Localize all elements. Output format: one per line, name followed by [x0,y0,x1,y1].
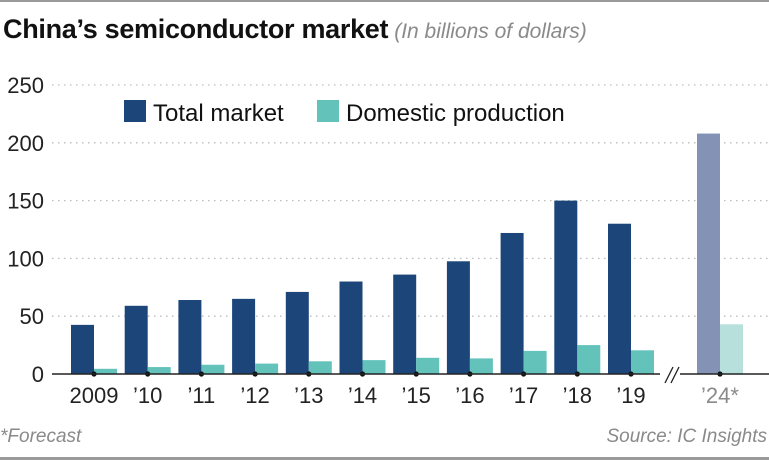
y-tick-label: 100 [7,246,44,271]
bar-total-market [608,223,631,374]
footnote: *Forecast [0,426,82,447]
chart-subtitle: (In billions of dollars) [394,20,587,43]
x-tick-label: ’11 [188,383,216,408]
bar-domestic-production [362,360,386,374]
bar-total-market [178,300,202,374]
x-tick-label: ’14 [348,383,377,408]
bar-total-market [446,261,470,374]
x-tick-label: ’16 [455,383,484,408]
y-tick-label: 250 [7,73,44,98]
y-tick-label: 0 [32,362,44,387]
x-tick-label: ’15 [402,383,431,408]
legend-label-total-market: Total market [153,100,284,127]
axis-break-mark [670,366,680,384]
y-tick-label: 150 [7,189,44,214]
bar-domestic-production [523,350,547,374]
x-tick-label: ’10 [133,383,162,408]
bar-total-market [285,291,309,374]
legend-label-domestic-production: Domestic production [346,100,565,127]
chart-title-text: China’s semiconductor market [3,14,389,44]
x-tick-label: ’17 [509,383,538,408]
bar-domestic-production [469,358,493,374]
bottom-rule [0,457,769,460]
y-tick-label: 50 [20,304,44,329]
legend-swatch-total-market [124,100,146,122]
x-tick-label: ’18 [563,383,592,408]
y-tick-label: 200 [7,131,44,156]
bar-domestic-production [720,324,743,374]
bar-domestic-production [147,367,171,374]
x-axis-labels: 2009 ’10 ’11 ’12 ’13 ’14 ’15 ’16 ’17 ’18 ’19 ’24* [70,383,740,408]
bar-domestic-production [94,368,117,374]
source-credit: Source: IC Insights [606,426,767,447]
legend: Total market Domestic production [124,100,565,127]
x-tick-label: 2009 [70,383,119,408]
bar-domestic-production [308,361,332,374]
bar-domestic-production [201,364,225,374]
chart-title: China’s semiconductor market (In billions… [3,14,587,45]
x-tick-label: ’12 [240,383,269,408]
x-tick-label: ’13 [294,383,323,408]
bar-domestic-production [631,350,654,374]
x-tick-label: ’19 [616,383,645,408]
top-rule [0,0,769,2]
bar-domestic-production [416,357,440,374]
bar-total-market [393,274,417,374]
bar-total-market [500,232,524,374]
bar-total-market [339,281,363,374]
bar-total-market [697,133,720,374]
bar-total-market [71,324,94,374]
x-axis [52,366,769,384]
bar-domestic-production [577,345,601,374]
bar-total-market [232,298,256,374]
bar-total-market [554,200,578,374]
axis-break-mark [664,366,674,384]
legend-swatch-domestic-production [317,100,339,122]
bar-domestic-production [255,363,279,374]
x-tick-label: ’24* [701,383,739,408]
bar-total-market [124,305,148,374]
bars [71,133,743,374]
y-axis-ticks: 0 50 100 150 200 250 [7,73,44,387]
